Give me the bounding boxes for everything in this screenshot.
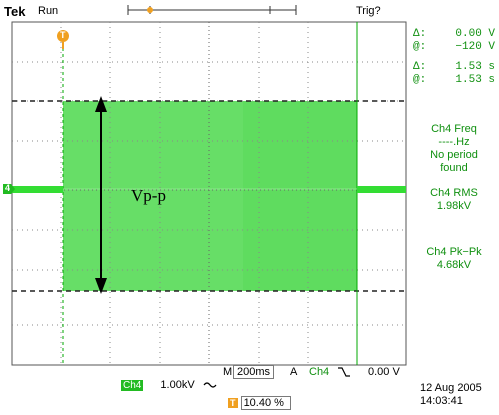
timebase-label: M (223, 366, 233, 378)
measurement-rms[interactable]: Ch4 RMS 1.98kV (410, 187, 498, 213)
measurement-pkpk-label: Ch4 Pk−Pk (426, 246, 482, 258)
timebase-value[interactable]: 200ms (233, 365, 275, 379)
falling-edge-icon (338, 367, 350, 377)
record-view-bar[interactable] (127, 5, 297, 15)
record-trigger-position-icon (147, 7, 153, 13)
graticule-grid (12, 22, 406, 365)
trigger-source-label: A (290, 366, 298, 378)
channel-trace (12, 186, 406, 193)
delta-time-label: Δ: (413, 61, 427, 73)
acquisition-state[interactable]: Run (38, 5, 59, 17)
trigger-level[interactable]: 0.00 V (368, 366, 400, 378)
measurement-pkpk[interactable]: Ch4 Pk−Pk 4.68kV (410, 246, 498, 272)
cursor-time-value: 1.53 s (455, 74, 495, 86)
trigger-source[interactable]: Ch4 (309, 366, 330, 378)
cursor-voltage-row: @: −120 V (413, 41, 495, 54)
channel-badge[interactable]: Ch4 (121, 380, 144, 391)
cursor-time-row: @: 1.53 s (413, 74, 495, 87)
center-axes (12, 22, 406, 365)
horizontal-trigger-readout[interactable]: M 200ms A Ch4 0.00 V (223, 365, 408, 381)
delta-voltage-value: 0.00 V (455, 28, 495, 40)
brand-logo: Tek (4, 4, 26, 19)
cursor-voltage-label: @: (413, 41, 427, 53)
channel-scale-readout[interactable]: Ch4 1.00kV (121, 379, 195, 391)
trigger-position-value[interactable]: 10.40 % (240, 396, 291, 410)
datetime-readout: 12 Aug 2005 14:03:41 (420, 382, 482, 408)
cursor-time-label: @: (413, 74, 427, 86)
vpp-annotation: Vp-p (131, 186, 166, 205)
channel-scale[interactable]: 1.00kV (160, 379, 195, 391)
delta-voltage-row: Δ: 0.00 V (413, 28, 495, 41)
measurement-freq-note: No period found (430, 149, 478, 174)
date-text: 12 Aug 2005 (420, 382, 482, 394)
delta-time-row: Δ: 1.53 s (413, 61, 495, 74)
ac-coupling-icon (203, 382, 217, 388)
channel-marker-label: 4 (5, 183, 11, 193)
measurement-rms-label: Ch4 RMS (430, 187, 478, 199)
delta-voltage-label: Δ: (413, 28, 427, 40)
measurement-freq-label: Ch4 Freq (431, 123, 477, 135)
measurement-rms-value: 1.98kV (436, 200, 472, 212)
measurement-freq-value: ----.Hz (438, 136, 470, 148)
trigger-position-readout[interactable]: T 10.40 % (228, 396, 291, 410)
cursor-voltage-value: −120 V (455, 41, 495, 53)
channel-ground-marker-icon[interactable] (3, 184, 15, 194)
measurement-freq[interactable]: Ch4 Freq ----.Hz No period found (410, 123, 498, 175)
delta-time-value: 1.53 s (455, 61, 495, 73)
trigger-status: Trig? (356, 5, 381, 17)
peak-to-peak-arrow-icon (95, 96, 107, 294)
trigger-marker-icon[interactable] (57, 30, 69, 49)
cursor-readout-panel: Δ: 0.00 V @: −120 V Δ: 1.53 s @: 1.53 s (413, 28, 495, 87)
measurement-pkpk-value: 4.68kV (436, 259, 472, 271)
status-bar: Tek Run Trig? (0, 0, 499, 24)
time-text: 14:03:41 (420, 395, 463, 407)
trigger-position-marker: T (228, 398, 238, 408)
trigger-marker-label: T (60, 30, 66, 40)
